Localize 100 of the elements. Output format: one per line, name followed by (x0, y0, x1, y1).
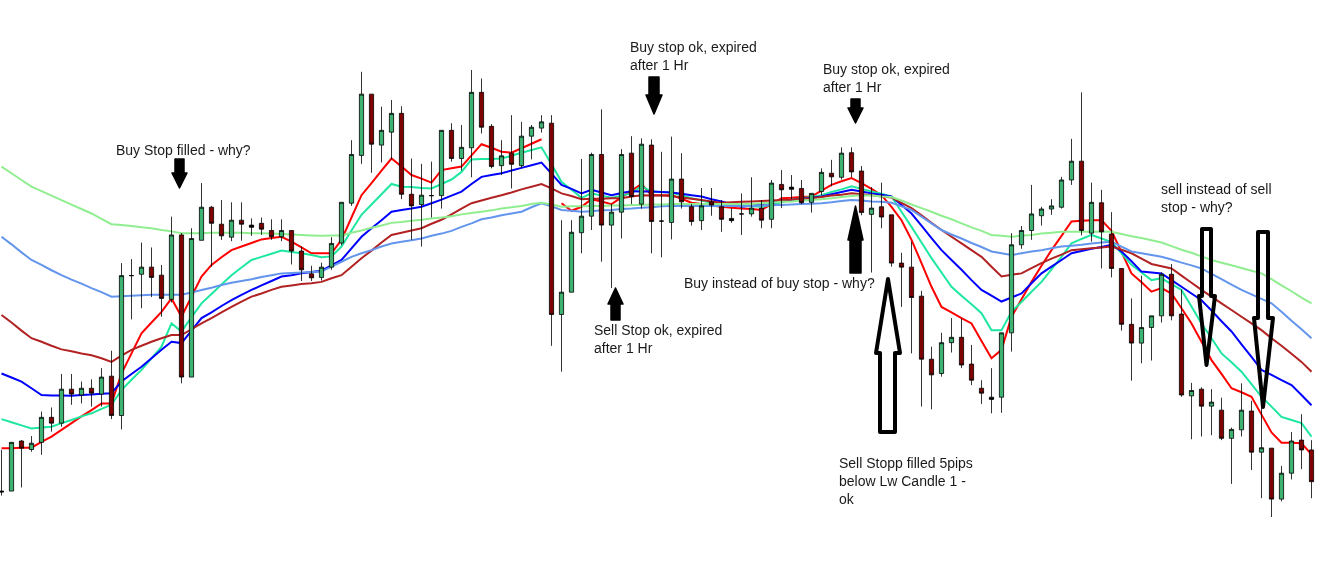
candlestick (649, 138, 654, 254)
candlestick (1289, 431, 1294, 480)
candlestick (229, 201, 234, 242)
candlestick (39, 411, 44, 456)
annotation: Buy stop ok, expired after 1 Hr (823, 61, 950, 96)
candlestick (1059, 176, 1064, 209)
candlestick (379, 106, 384, 163)
candlestick (219, 199, 224, 241)
candlestick (1109, 211, 1114, 278)
candlestick (419, 163, 424, 247)
candlestick (139, 242, 144, 309)
candlestick (569, 219, 574, 293)
candlestick (0, 449, 4, 496)
candlestick (749, 176, 754, 218)
candlestick (149, 247, 154, 298)
candlestick (949, 317, 954, 353)
candlestick (289, 230, 294, 265)
annotation: Buy Stop filled - why? (116, 142, 251, 158)
candlestick (1219, 397, 1224, 441)
candlestick (669, 136, 674, 240)
candlestick (259, 217, 264, 236)
candlestick (309, 265, 314, 282)
candlestick (349, 139, 354, 207)
candlestick (769, 179, 774, 229)
annotation: Buy stop ok, expired after 1 Hr (630, 39, 757, 74)
candlestick (839, 146, 844, 180)
candlestick (559, 219, 564, 373)
candlestick (939, 332, 944, 378)
candlestick (929, 346, 934, 410)
candlestick (59, 373, 64, 428)
candlestick (89, 378, 94, 407)
candlestick (719, 199, 724, 233)
candlestick (429, 161, 434, 218)
candlestick (859, 165, 864, 216)
candlestick (179, 232, 184, 384)
candlestick (1269, 447, 1274, 518)
candlestick (1159, 272, 1164, 323)
candlestick (1299, 413, 1304, 470)
candlestick (1199, 386, 1204, 437)
candlestick (599, 108, 604, 263)
candlestick (1099, 189, 1104, 269)
candlestick (679, 152, 684, 209)
candlestick (79, 381, 84, 404)
candlestick (999, 332, 1004, 414)
candlestick (1129, 298, 1134, 382)
candlestick (609, 203, 614, 289)
candlestick (1079, 91, 1084, 236)
candlestick (399, 105, 404, 200)
candlestick (979, 379, 984, 405)
candlestick (339, 201, 344, 246)
candlestick (19, 439, 24, 488)
candlestick (969, 344, 974, 386)
candlestick (359, 71, 364, 165)
candlestick (779, 169, 784, 209)
candlestick (549, 114, 554, 347)
candlestick (189, 227, 194, 378)
candlestick (249, 218, 254, 237)
candlestick (449, 122, 454, 163)
candlestick (69, 373, 74, 406)
candlestick (509, 114, 514, 189)
candlestick (899, 252, 904, 308)
candlestick (869, 186, 874, 273)
candlestick (169, 216, 174, 303)
candlestick (1149, 315, 1154, 361)
annotation: Sell Stopp filled 5pips below Lw Candle 1 - ok (839, 455, 973, 508)
candlestick (1009, 232, 1014, 353)
candlestick (389, 99, 394, 160)
candlestick (809, 192, 814, 213)
candlestick (49, 407, 54, 433)
candlestick (1229, 427, 1234, 485)
candlestick (689, 203, 694, 226)
candlestick (849, 146, 854, 178)
candlestick (489, 123, 494, 169)
candlestick (589, 152, 594, 231)
candlestick (629, 135, 634, 205)
candlestick (1249, 400, 1254, 471)
candlestick (319, 262, 324, 281)
candlestick (1119, 268, 1124, 331)
candlestick (159, 264, 164, 318)
candlestick (819, 167, 824, 196)
candlestick (519, 121, 524, 169)
candlestick (1039, 206, 1044, 226)
candlestick (369, 93, 374, 174)
candlestick (529, 124, 534, 160)
candlestick (1209, 388, 1214, 436)
candlestick (1179, 289, 1184, 398)
candlestick (639, 137, 644, 209)
candlestick (709, 187, 714, 217)
candlestick (879, 182, 884, 229)
candlestick (439, 129, 444, 209)
candlestick (129, 258, 134, 320)
candlestick (829, 159, 834, 187)
candlestick (659, 151, 664, 258)
candlestick (1019, 225, 1024, 250)
candlestick (199, 182, 204, 241)
candlestick (789, 174, 794, 200)
candlestick (1049, 198, 1054, 216)
annotation: sell instead of sell stop - why? (1161, 181, 1272, 216)
candlestick (499, 139, 504, 176)
candlestick (469, 69, 474, 178)
